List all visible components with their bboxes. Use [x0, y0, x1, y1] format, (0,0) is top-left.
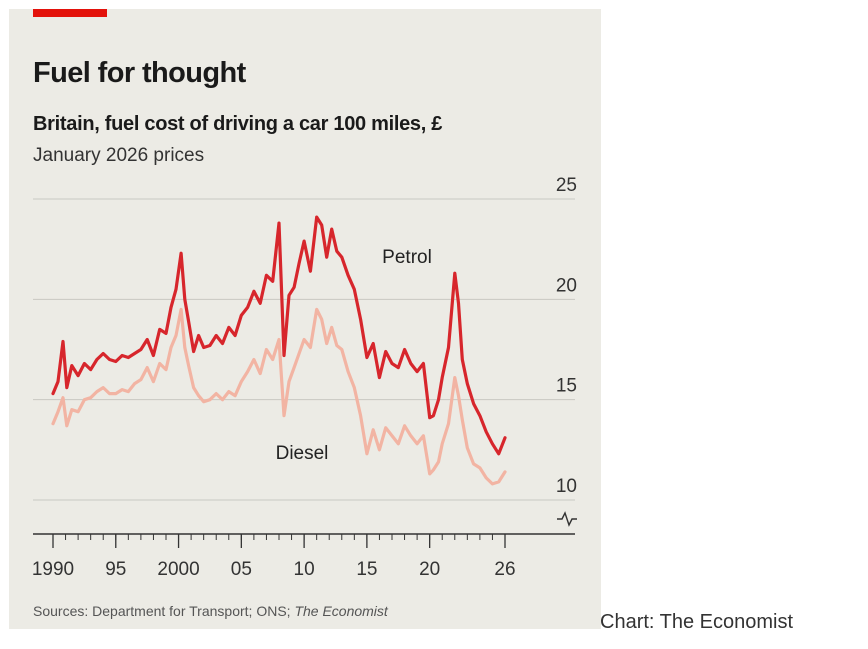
- x-tick-label-1995: 95: [105, 559, 126, 580]
- chart-card: Fuel for thought Britain, fuel cost of d…: [9, 9, 601, 629]
- axis-break-icon: [557, 511, 577, 527]
- source-text: Sources: Department for Transport; ONS;: [33, 603, 295, 619]
- y-tick-label-10: 10: [556, 476, 577, 497]
- economist-red-bar: [33, 9, 107, 17]
- chart-title: Fuel for thought: [33, 57, 246, 89]
- chart-note: January 2026 prices: [33, 145, 205, 166]
- x-tick-label-2020: 20: [419, 559, 440, 580]
- x-tick-label-2010: 10: [294, 559, 315, 580]
- series-line-diesel: [51, 307, 507, 486]
- series-line-petrol: [51, 215, 507, 456]
- series-label-petrol: Petrol: [382, 247, 432, 268]
- chart-credit: Chart: The Economist: [600, 611, 794, 633]
- series-label-diesel: Diesel: [276, 443, 329, 464]
- y-tick-label-20: 20: [556, 275, 577, 296]
- x-tick-label-2005: 05: [231, 559, 252, 580]
- chart-source: Sources: Department for Transport; ONS; …: [33, 603, 388, 619]
- line-chart: 10 15 20 25 1990 95 2000 05 10 15 20 26 Petrol Diesel: [32, 175, 577, 580]
- y-tick-label-15: 15: [556, 376, 577, 397]
- y-tick-label-25: 25: [556, 175, 577, 196]
- source-italic: The Economist: [294, 603, 388, 619]
- chart-subtitle: Britain, fuel cost of driving a car 100 …: [33, 113, 443, 135]
- x-tick-label-2015: 15: [356, 559, 377, 580]
- x-tick-label-1990: 1990: [32, 559, 74, 580]
- x-tick-label-2000: 2000: [157, 559, 199, 580]
- x-tick-label-2026: 26: [494, 559, 515, 580]
